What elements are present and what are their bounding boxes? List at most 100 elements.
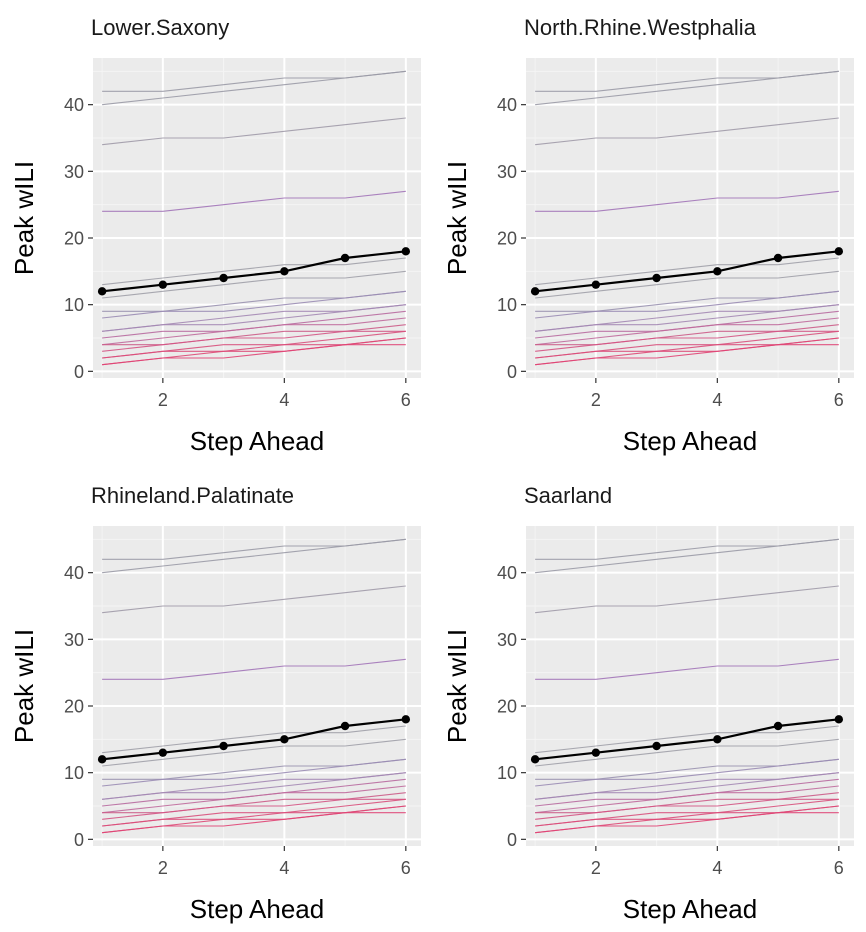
background-series-line — [535, 812, 839, 834]
background-series-line — [535, 190, 839, 212]
background-series-line — [535, 538, 839, 574]
y-tick-label: 0 — [74, 362, 84, 382]
x-tick-label: 6 — [834, 858, 844, 878]
y-tick-label: 20 — [497, 697, 517, 717]
x-axis-label: Step Ahead — [190, 426, 324, 456]
highlight-point — [340, 721, 350, 731]
background-series-line — [102, 117, 406, 146]
y-tick-label: 30 — [64, 162, 84, 182]
highlight-point — [530, 287, 540, 296]
background-series-line — [535, 290, 839, 319]
background-series-line — [535, 270, 839, 299]
y-tick-label: 0 — [507, 830, 517, 850]
y-tick-label: 10 — [64, 295, 84, 315]
background-series-line — [102, 290, 406, 319]
background-series-line — [102, 317, 406, 346]
background-series-line — [535, 257, 839, 286]
y-tick-label: 0 — [74, 830, 84, 850]
highlight-point — [652, 741, 661, 751]
background-series-line — [102, 304, 406, 332]
background-series-line — [535, 70, 839, 106]
background-series-line — [102, 725, 406, 754]
background-series-line — [535, 317, 839, 346]
x-tick-label: 2 — [158, 858, 168, 878]
highlight-series-line — [101, 718, 406, 761]
highlight-point — [773, 253, 783, 263]
x-tick-label: 4 — [712, 390, 722, 410]
x-axis-label: Step Ahead — [190, 894, 324, 924]
y-tick-label: 10 — [497, 763, 517, 783]
facet-panel: Saarland 0 10 20 30 40 2 4 6 Step Ahead Peak wILI — [442, 483, 854, 924]
x-tick-label: 2 — [158, 390, 168, 410]
background-series-line — [102, 257, 406, 286]
y-axis-label: Peak wILI — [9, 629, 39, 743]
background-series-line — [102, 812, 406, 834]
highlight-point — [97, 755, 107, 764]
highlight-point — [340, 253, 350, 263]
x-tick-label: 4 — [279, 858, 289, 878]
background-series-line — [102, 792, 406, 814]
highlight-point — [401, 715, 411, 724]
background-series-line — [535, 758, 839, 787]
highlight-point — [530, 755, 540, 764]
x-tick-label: 2 — [591, 390, 601, 410]
background-series-line — [102, 658, 406, 680]
background-series-line — [535, 117, 839, 146]
background-series-line — [102, 538, 406, 574]
facet-panel: Rhineland.Palatinate 0 10 20 30 40 2 4 6 Step Ahe… — [9, 483, 421, 924]
highlight-point — [713, 267, 722, 276]
background-series-line — [102, 772, 406, 800]
background-series-line — [102, 738, 406, 767]
y-tick-label: 40 — [497, 95, 517, 115]
x-tick-label: 6 — [834, 390, 844, 410]
background-series-line — [535, 658, 839, 680]
highlight-point — [773, 721, 783, 731]
background-series-line — [102, 270, 406, 299]
highlight-point — [158, 280, 168, 289]
background-series-line — [535, 785, 839, 814]
highlight-point — [834, 715, 844, 724]
highlight-point — [280, 735, 289, 744]
x-tick-label: 6 — [401, 390, 411, 410]
y-tick-label: 40 — [497, 563, 517, 583]
panel-title: Rhineland.Palatinate — [91, 483, 294, 508]
panel-title: Saarland — [524, 483, 612, 508]
highlight-point — [591, 280, 601, 289]
y-tick-label: 30 — [64, 630, 84, 650]
background-series-line — [102, 344, 406, 366]
background-series-line — [102, 758, 406, 787]
highlight-point — [219, 273, 228, 283]
y-tick-label: 40 — [64, 95, 84, 115]
facet-panel: North.Rhine.Westphalia 0 10 20 30 40 2 4 6 Step A… — [442, 15, 854, 456]
y-tick-label: 10 — [497, 295, 517, 315]
highlight-point — [652, 273, 661, 283]
background-series-line — [102, 798, 406, 820]
y-tick-label: 20 — [64, 697, 84, 717]
background-series-line — [535, 330, 839, 352]
background-series-line — [535, 792, 839, 814]
y-tick-label: 20 — [64, 229, 84, 249]
highlight-point — [97, 287, 107, 296]
x-axis-label: Step Ahead — [623, 894, 757, 924]
background-series-line — [102, 70, 406, 106]
panel-background — [526, 58, 854, 378]
highlight-point — [713, 735, 722, 744]
panel-title: North.Rhine.Westphalia — [524, 15, 757, 40]
highlight-point — [591, 748, 601, 757]
y-axis-label: Peak wILI — [9, 161, 39, 275]
panel-title: Lower.Saxony — [91, 15, 229, 40]
x-tick-label: 4 — [712, 858, 722, 878]
y-tick-label: 30 — [497, 162, 517, 182]
y-axis-label: Peak wILI — [442, 629, 472, 743]
y-tick-label: 0 — [507, 362, 517, 382]
highlight-point — [280, 267, 289, 276]
panel-background — [93, 58, 421, 378]
y-tick-label: 30 — [497, 630, 517, 650]
x-tick-label: 2 — [591, 858, 601, 878]
background-series-line — [535, 738, 839, 767]
background-series-line — [102, 785, 406, 814]
panel-background — [93, 526, 421, 846]
background-series-line — [102, 330, 406, 352]
facet-panel: Lower.Saxony 0 10 20 30 40 2 4 6 Step Ahead Peak w… — [9, 15, 421, 456]
highlight-point — [834, 247, 844, 256]
